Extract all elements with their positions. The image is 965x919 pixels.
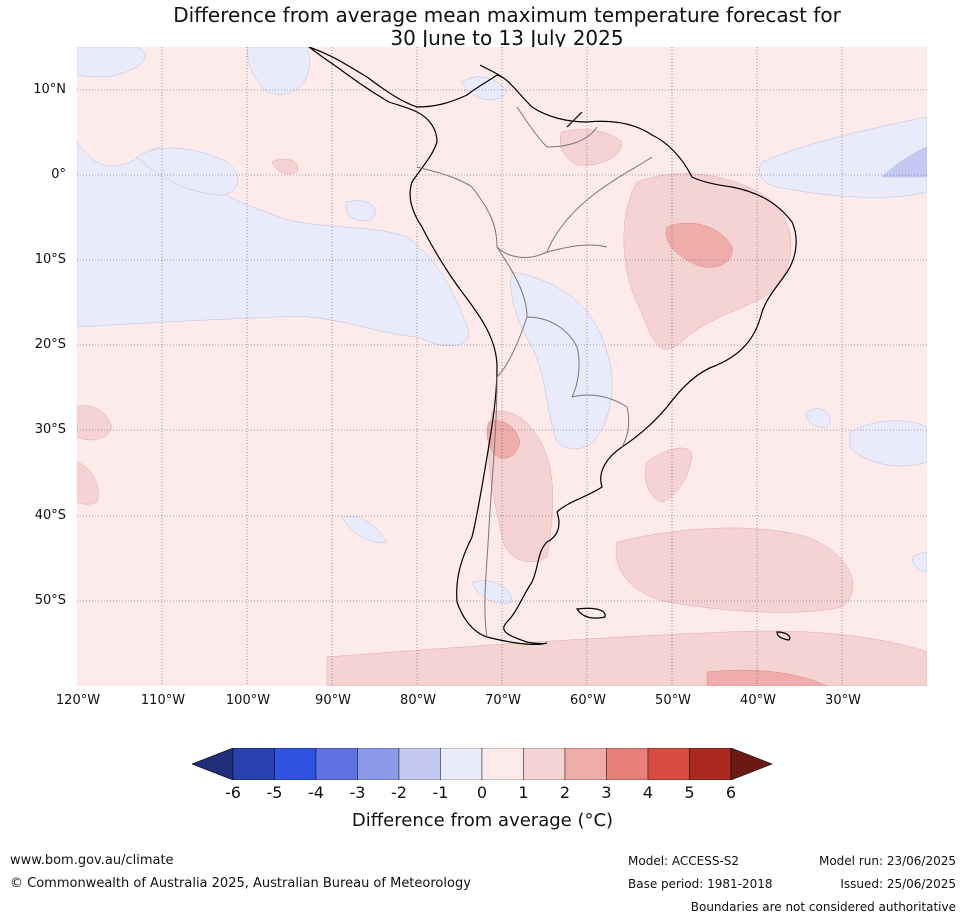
- colorbar-cell: [357, 748, 400, 780]
- lat-label-40s: 40°S: [34, 508, 66, 523]
- lon-label-60w: 60°W: [570, 693, 606, 708]
- lat-label-10n: 10°N: [33, 82, 66, 97]
- strong-above-average-regions: [486, 222, 828, 686]
- temperature-anomaly-map: [77, 47, 927, 686]
- colorbar-tick-label: 4: [642, 783, 654, 802]
- colorbar-cell: [564, 748, 607, 780]
- title-line-1: Difference from average mean maximum tem…: [173, 3, 841, 27]
- colorbar-tick-label: 3: [601, 783, 612, 802]
- country-borders: [416, 106, 653, 638]
- lon-label-40w: 40°W: [740, 693, 776, 708]
- graticule: [77, 47, 927, 686]
- lon-label-30w: 30°W: [825, 693, 861, 708]
- lon-label-70w: 70°W: [485, 693, 521, 708]
- colorbar-tick-label: -5: [266, 783, 283, 802]
- colorbar-cell: [481, 748, 524, 780]
- colorbar-arrow-low: [192, 748, 234, 780]
- colorbar-tick-label: -3: [349, 783, 366, 802]
- lat-label-30s: 30°S: [34, 422, 66, 437]
- colorbar-tick-label: 0: [476, 783, 488, 802]
- model-text: Model: ACCESS-S2: [628, 854, 740, 868]
- colorbar-cell: [689, 748, 732, 780]
- colorbar-tick-label: -1: [432, 783, 449, 802]
- base-period-text: Base period: 1981-2018: [628, 877, 773, 891]
- lat-label-20s: 20°S: [34, 337, 66, 352]
- colorbar-cell: [647, 748, 690, 780]
- colorbar-tick-label: -2: [391, 783, 407, 802]
- colorbar-arrow-high: [730, 748, 773, 780]
- below-average-regions: [77, 47, 927, 604]
- lon-label-50w: 50°W: [655, 693, 691, 708]
- colorbar-cell: [315, 748, 358, 780]
- lon-label-110w: 110°W: [140, 693, 186, 708]
- colorbar-cells: [192, 748, 773, 780]
- lat-label-10s: 10°S: [34, 252, 66, 267]
- colorbar-tick-label: 1: [518, 783, 529, 802]
- model-run-text: Model run: 23/06/2025: [818, 854, 956, 868]
- website-text: www.bom.gov.au/climate: [10, 853, 174, 868]
- coastline: [308, 47, 797, 646]
- title-line-2: 30 June to 13 July 2025: [390, 26, 624, 50]
- lat-label-0: 0°: [51, 167, 66, 182]
- colorbar-cell: [232, 748, 275, 780]
- lon-label-100w: 100°W: [225, 693, 271, 708]
- colorbar-tick-label: 2: [559, 783, 571, 802]
- issued-text: Issued: 25/06/2025: [840, 877, 956, 891]
- colorbar-tick-label: -4: [308, 783, 324, 802]
- disclaimer-text: Boundaries are not considered authoritat…: [690, 900, 956, 914]
- colorbar-tick-label: 6: [725, 783, 737, 802]
- colorbar-cell: [398, 748, 441, 780]
- map-canvas: [77, 47, 927, 686]
- colorbar-tick-label: 5: [684, 783, 695, 802]
- lon-label-120w: 120°W: [55, 693, 101, 708]
- colorbar-cell: [606, 748, 649, 780]
- copyright-text: © Commonwealth of Australia 2025, Austra…: [10, 876, 471, 891]
- colorbar-cell: [440, 748, 483, 780]
- colorbar: [192, 748, 773, 780]
- colorbar-tick-label: -6: [225, 783, 241, 802]
- map-title: Difference from average mean maximum tem…: [0, 4, 965, 50]
- lon-label-80w: 80°W: [400, 693, 436, 708]
- lon-label-90w: 90°W: [315, 693, 351, 708]
- colorbar-cell: [523, 748, 566, 780]
- lat-label-50s: 50°S: [34, 593, 66, 608]
- colorbar-cell: [274, 748, 317, 780]
- colorbar-label: Difference from average (°C): [351, 810, 614, 831]
